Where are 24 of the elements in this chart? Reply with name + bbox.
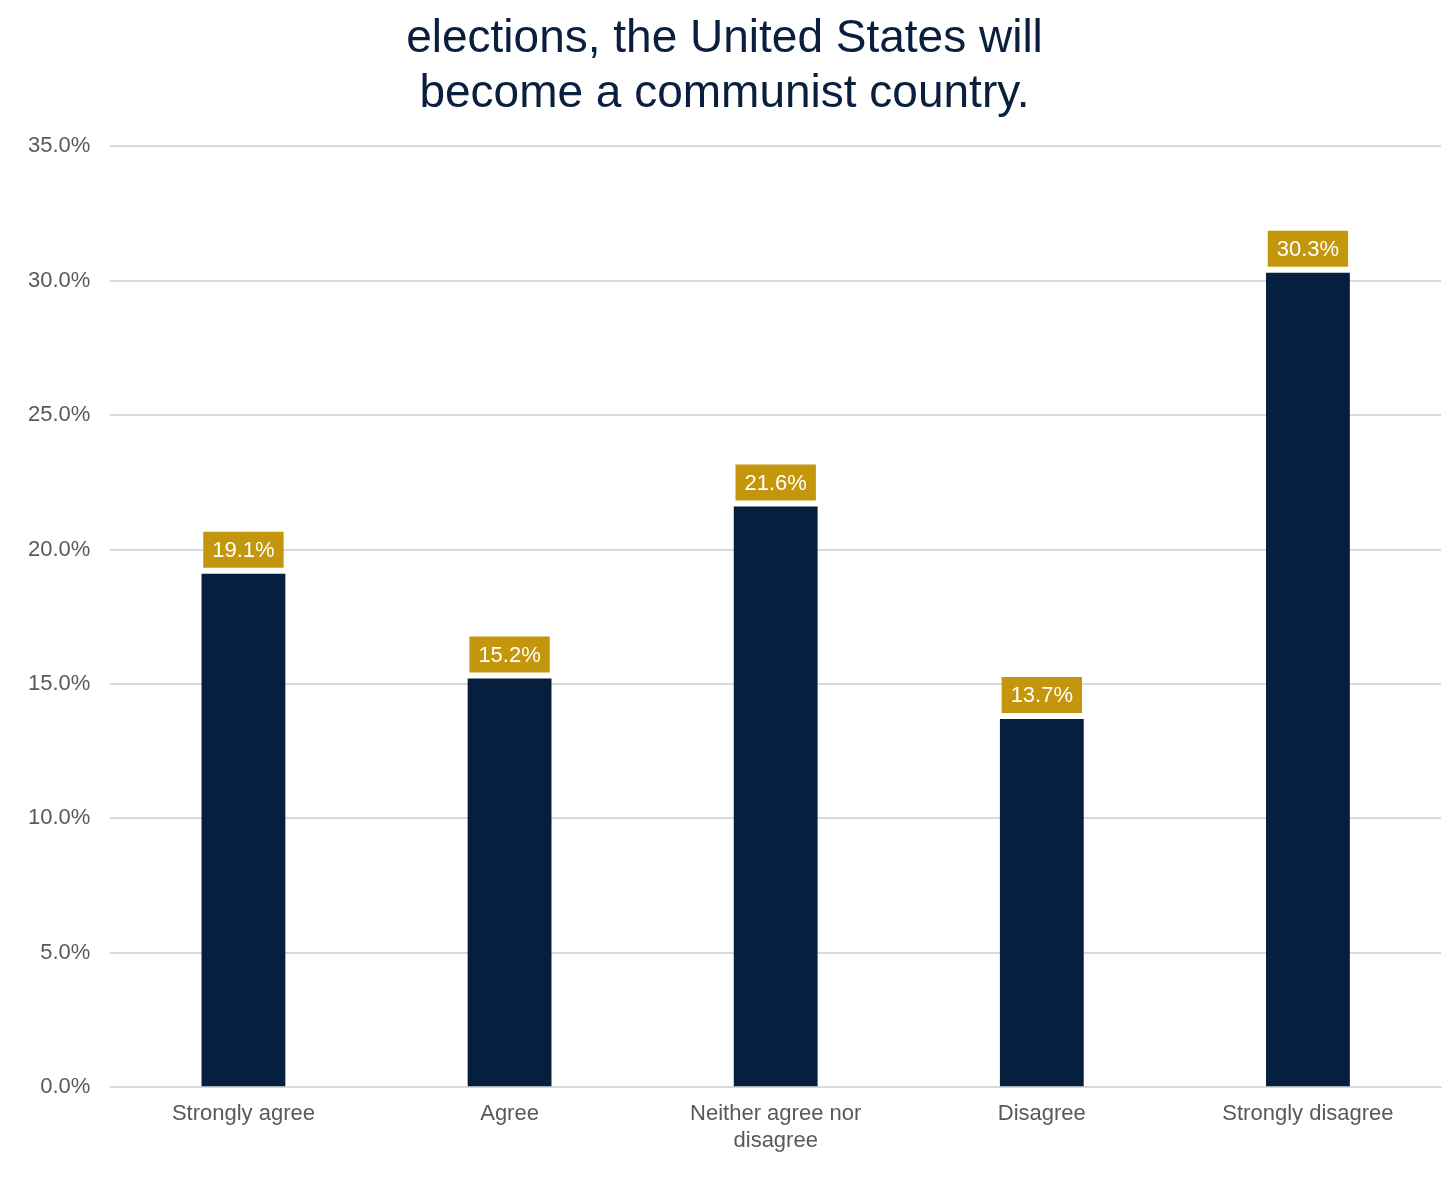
y-tick-label: 10.0% xyxy=(27,804,91,830)
data-label: 30.3% xyxy=(1276,235,1340,261)
y-tick-label: 0.0% xyxy=(40,1073,91,1099)
y-tick-label: 25.0% xyxy=(27,401,91,427)
data-label: 21.6% xyxy=(744,469,807,495)
bar xyxy=(733,506,818,1087)
y-tick-label: 5.0% xyxy=(40,938,91,964)
bar xyxy=(1266,272,1350,1087)
x-tick-label: Agree xyxy=(480,1100,539,1126)
bar xyxy=(999,718,1084,1087)
x-tick-label: Neither agree nor disagree xyxy=(690,1100,862,1152)
bar xyxy=(467,678,552,1087)
y-tick-label: 35.0% xyxy=(27,132,91,158)
x-tick-label: Disagree xyxy=(997,1100,1086,1126)
data-label: 15.2% xyxy=(478,641,541,667)
bar xyxy=(201,573,286,1087)
y-tick-label: 20.0% xyxy=(27,535,91,561)
x-tick-label: Strongly agree xyxy=(171,1100,315,1126)
y-tick-label: 15.0% xyxy=(27,670,91,696)
y-tick-label: 30.0% xyxy=(27,266,91,292)
chart-title: elections, the United States will become a communist country. xyxy=(406,10,1043,118)
data-label: 19.1% xyxy=(212,536,275,562)
x-tick-label: Strongly disagree xyxy=(1222,1100,1394,1126)
data-label: 13.7% xyxy=(1010,682,1074,708)
